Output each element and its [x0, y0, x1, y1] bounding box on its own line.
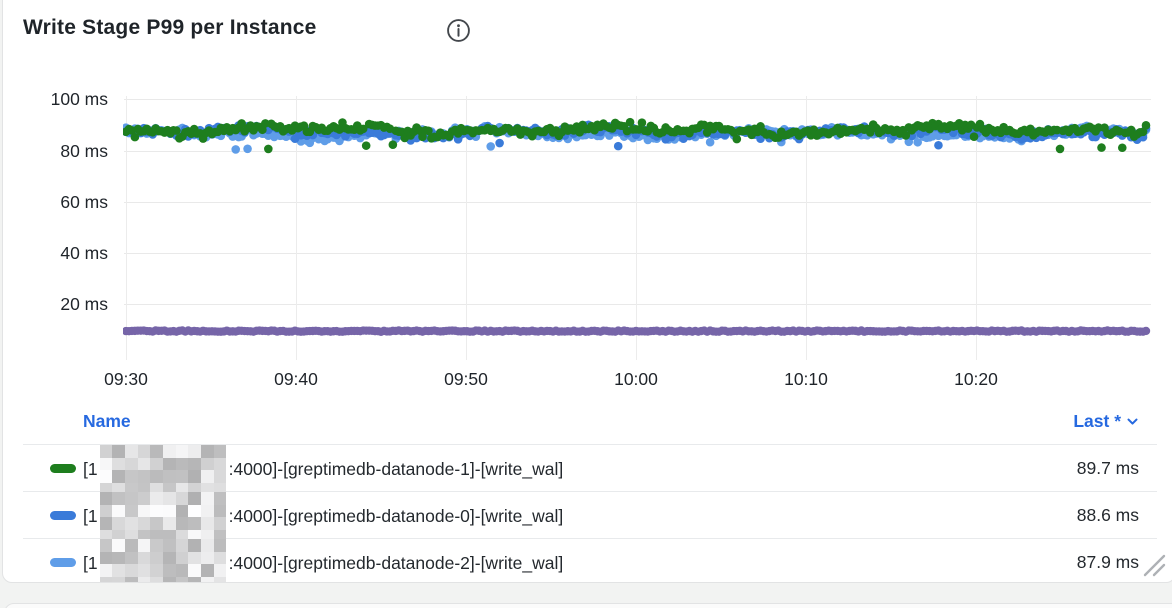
x-tick-label: 09:30	[104, 369, 148, 389]
series-name[interactable]: [1 :4000]-[greptimedb-datanode-2]-[write_…	[83, 539, 564, 582]
censored-ip-blur	[99, 445, 227, 496]
panel-write-stage-p99: Write Stage P99 per Instance 100 ms 80 ms…	[2, 0, 1172, 583]
series-name[interactable]: [1 :4000]-[greptimedb-datanode-0]-[write_…	[83, 492, 564, 543]
time-series-plot[interactable]	[123, 91, 1151, 363]
y-tick-label: 80 ms	[60, 141, 108, 161]
x-tick-label: 10:00	[614, 369, 658, 389]
y-tick-label: 40 ms	[60, 243, 108, 263]
series-name-suffix: :4000]-[greptimedb-datanode-2]-[write_wa…	[228, 553, 564, 574]
censored-ip-blur	[99, 539, 227, 582]
x-tick-label: 10:10	[784, 369, 828, 389]
series-last-value: 89.7 ms	[1076, 458, 1139, 478]
legend-divider	[23, 538, 1157, 539]
series-name-suffix: :4000]-[greptimedb-datanode-1]-[write_wa…	[228, 459, 564, 480]
legend-row[interactable]: [1 :4000]-[greptimedb-datanode-0]-[write_…	[3, 492, 1172, 543]
legend-sort-by-name[interactable]: Name	[83, 411, 131, 431]
series-marker	[50, 558, 76, 567]
panel-title: Write Stage P99 per Instance	[23, 16, 317, 39]
legend-last-label: Last *	[1073, 411, 1121, 431]
next-panel-top-edge	[4, 603, 1172, 608]
series-last-value: 88.6 ms	[1076, 505, 1139, 525]
x-tick-label: 10:20	[954, 369, 998, 389]
panel-resize-handle[interactable]	[1141, 552, 1167, 578]
scatter-canvas[interactable]	[123, 91, 1151, 363]
series-marker	[50, 464, 76, 473]
series-name-prefix: [1	[83, 553, 98, 574]
series-name-prefix: [1	[83, 506, 98, 527]
chevron-down-icon	[1127, 418, 1138, 425]
x-tick-label: 09:50	[444, 369, 488, 389]
legend-sort-by-last[interactable]: Last *	[1073, 403, 1139, 439]
series-name[interactable]: [1 :4000]-[greptimedb-datanode-1]-[write_…	[83, 445, 564, 496]
y-tick-label: 100 ms	[50, 89, 108, 109]
censored-ip-blur	[99, 492, 227, 543]
x-tick-label: 09:40	[274, 369, 318, 389]
y-tick-label: 60 ms	[60, 192, 108, 212]
legend-divider	[23, 491, 1157, 492]
series-last-value: 87.9 ms	[1076, 552, 1139, 572]
info-icon[interactable]	[446, 18, 471, 43]
y-tick-label: 20 ms	[60, 294, 108, 314]
legend-row[interactable]: [1 :4000]-[greptimedb-datanode-1]-[write_…	[3, 445, 1172, 496]
series-name-suffix: :4000]-[greptimedb-datanode-0]-[write_wa…	[228, 506, 564, 527]
legend-divider	[23, 444, 1157, 445]
legend-row[interactable]: [1 :4000]-[greptimedb-datanode-2]-[write_…	[3, 539, 1172, 582]
series-name-prefix: [1	[83, 459, 98, 480]
series-marker	[50, 511, 76, 520]
